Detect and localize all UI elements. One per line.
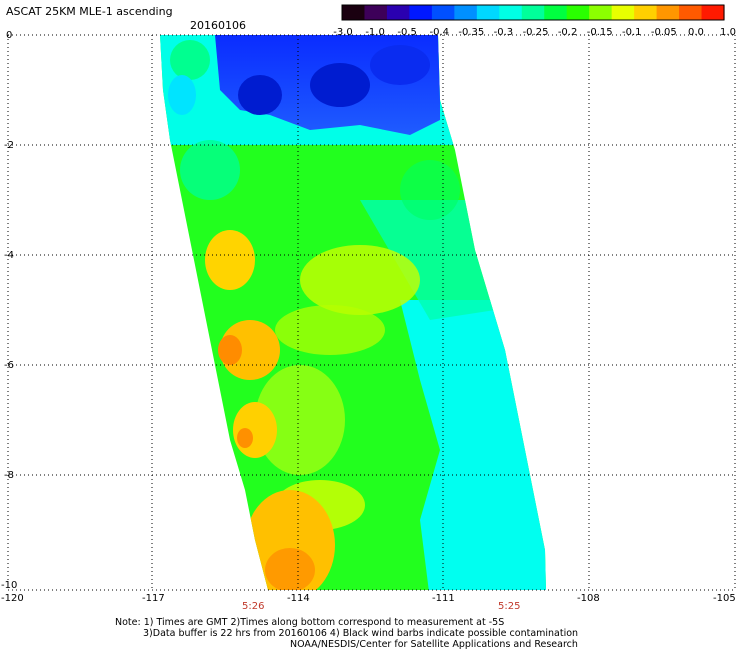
x-tick-label: -108 (577, 593, 600, 604)
colorbar-swatch (431, 5, 455, 20)
colorbar-swatch (521, 5, 545, 20)
time-label: 5:26 (242, 601, 264, 612)
y-tick-label: -10 (1, 580, 17, 591)
colorbar-labels: -3.0 -1.0 -0.5 -0.4 -0.35 -0.3 -0.25 -0.2 -0.15-… (333, 27, 736, 38)
colorbar-swatch (364, 5, 388, 20)
colorbar-label: -0.15 (587, 27, 613, 38)
colorbar-frame (341, 4, 725, 21)
colorbar-swatch (499, 5, 523, 20)
note-line: 3)Data buffer is 22 hrs from 20160106 4)… (143, 628, 578, 639)
colorbar-swatch (476, 5, 500, 20)
colorbar-label: -0.1 (622, 27, 642, 38)
colorbar-label: -3.0 (333, 27, 353, 38)
colorbar-swatch (679, 5, 703, 20)
x-tick-label: -111 (432, 593, 455, 604)
colorbar-swatch (342, 5, 366, 20)
colorbar-swatch (544, 5, 568, 20)
y-tick-label: -2 (4, 140, 14, 151)
map-title: ASCAT 25KM MLE-1 ascending (6, 5, 173, 18)
y-tick-label: 0 (6, 30, 12, 41)
x-tick-label: -114 (287, 593, 310, 604)
scatterometer-swath (160, 35, 546, 590)
map-grid (7, 34, 736, 591)
y-tick-label: -8 (4, 470, 14, 481)
colorbar-label: -0.35 (458, 27, 484, 38)
colorbar-swatch (409, 5, 433, 20)
credit-line: NOAA/NESDIS/Center for Satellite Applica… (290, 639, 578, 650)
colorbar-swatch (634, 5, 658, 20)
colorbar-label: -0.4 (429, 27, 449, 38)
y-tick-label: -6 (4, 360, 14, 371)
colorbar-swatch (454, 5, 478, 20)
colorbar-label: -0.05 (651, 27, 677, 38)
colorbar-label: -0.2 (558, 27, 578, 38)
colorbar-swatch (701, 5, 725, 20)
colorbar-label: -0.3 (494, 27, 514, 38)
colorbar-label: 0.0 (688, 27, 704, 38)
colorbar-swatch (611, 5, 635, 20)
colorbar-swatch (566, 5, 590, 20)
y-tick-label: -4 (4, 250, 14, 261)
x-tick-label: -120 (1, 593, 24, 604)
colorbar-swatch (589, 5, 613, 20)
colorbar (341, 4, 725, 21)
colorbar-label: -0.25 (523, 27, 549, 38)
map-date: 20160106 (190, 19, 246, 32)
colorbar-label: -0.5 (397, 27, 417, 38)
x-tick-label: -117 (142, 593, 165, 604)
colorbar-swatch (386, 5, 411, 20)
colorbar-label: 1.0 (720, 27, 736, 38)
colorbar-swatch (656, 5, 680, 20)
colorbar-label: -1.0 (365, 27, 385, 38)
x-tick-label: -105 (713, 593, 736, 604)
note-line: Note: 1) Times are GMT 2)Times along bot… (115, 617, 504, 628)
time-label: 5:25 (498, 601, 520, 612)
